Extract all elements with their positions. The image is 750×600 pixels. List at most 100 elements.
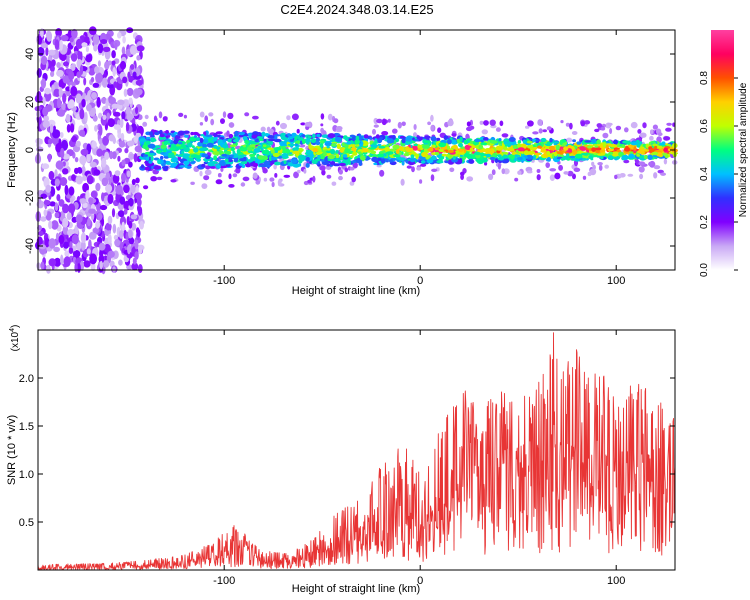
spectrogram-cell [226,130,230,137]
snr-frame [37,329,676,571]
spectrogram-cell [642,149,650,152]
spectrogram-cell [373,162,378,166]
spectrogram-cell [410,158,415,163]
spectrogram-cell [639,132,647,138]
spectrogram-cell [201,183,208,190]
spectrogram-cell [274,161,281,166]
spectrogram-cell [111,103,119,109]
spectrogram-cell [622,140,630,144]
spectrogram-cell [598,164,603,171]
spectrogram-cell [297,169,301,174]
spectrogram-cell [485,153,492,158]
spectrogram-cell [98,254,105,264]
spectrogram-cell [263,144,267,147]
spectrogram-cell [466,176,474,182]
spectrogram-cell [80,232,87,244]
spectrogram-cell [546,141,553,146]
spectrogram-cell [114,170,121,177]
spectrogram-cell [103,260,110,268]
spectrogram-cell [222,139,227,143]
spectrogram-cell [107,118,116,128]
spectrogram-cell [338,162,346,167]
spectrogram-cell [300,122,306,126]
spectrogram-cell [436,137,441,142]
spectrogram-cell [58,234,65,245]
spectrogram-cell [279,132,287,139]
spectrogram-cell [286,148,291,154]
snr-xlabel: Height of straight line (km) [292,583,420,595]
spectrogram-cell [224,158,229,162]
spectrogram-cell [508,146,514,152]
spectrogram-cell [572,139,576,143]
spectrogram-cell [568,155,576,159]
spectrogram-cell [663,147,668,152]
spectrogram-cell [298,137,303,140]
spectrogram-cell [371,156,379,163]
spectrogram-cell [215,131,223,135]
spectrogram-cell [131,178,136,186]
spectrogram-cell [222,144,228,149]
spectrogram-cell [173,131,178,135]
spectrogram-cell [92,82,100,88]
spectrogram-ytick-label: 20 [24,96,36,108]
spectrogram-cell [86,152,91,163]
spectrogram-cell [69,37,74,43]
spectrogram-cell [565,137,573,143]
spectrogram-cell [68,70,75,81]
spectrogram-cell [537,145,542,149]
spectrogram-cell [648,161,653,167]
spectrogram-cell [77,167,83,174]
spectrogram-cell [384,146,390,152]
spectrogram-cell [108,177,112,186]
spectrogram-cell [77,50,81,61]
spectrogram-cell [97,212,103,221]
spectrogram-cell [301,134,306,138]
spectrogram-cell [199,137,204,144]
spectrogram-cell [46,31,53,42]
spectrogram-cell [199,122,204,126]
spectrogram-cell [38,230,44,237]
spectrogram-cell [285,160,292,163]
spectrogram-cell [438,142,447,148]
spectrogram-cell [117,132,122,139]
spectrogram-cell [630,141,638,146]
spectrogram-cell [79,198,87,204]
spectrogram-cell [228,154,235,158]
spectrogram-cell [58,87,63,98]
spectrogram-cell [69,196,74,203]
spectrogram-cell [257,155,265,160]
spectrogram-cell [89,26,97,35]
spectrogram-cell [90,76,95,83]
spectrogram-cell [580,120,586,127]
spectrogram-cell [252,162,259,168]
spectrogram-cell [137,264,143,273]
spectrogram-cell [200,134,205,137]
spectrogram-cell [596,123,603,128]
spectrogram-cell [134,88,143,96]
snr-ylabel: SNR (10 * v/v) [6,415,18,485]
snr-ytick-label: 1.5 [19,421,34,433]
spectrogram-cell [236,148,241,155]
spectrogram-cell [536,169,541,173]
spectrogram-cell [533,152,542,156]
spectrogram-cell [81,42,88,48]
spectrogram-cell [135,177,140,184]
spectrogram-cell [228,173,232,180]
spectrogram-cell [135,132,142,138]
spectrogram-cell [104,61,110,70]
spectrogram-cell [227,112,234,120]
spectrogram-cell [58,199,65,207]
spectrogram-cell [128,220,133,229]
spectrogram-cell [197,133,201,137]
spectrogram-cell [258,138,264,142]
spectrogram-cell [344,167,349,173]
spectrogram-cell [274,147,282,151]
spectrogram-cell [657,169,664,174]
spectrogram-cell [317,147,322,153]
spectrogram-cell [604,164,609,169]
spectrogram-cell [49,201,56,207]
spectrogram-cell [36,146,44,152]
spectrogram-cell [247,146,253,152]
spectrogram-cell [93,44,98,52]
spectrogram-cell [135,227,140,234]
